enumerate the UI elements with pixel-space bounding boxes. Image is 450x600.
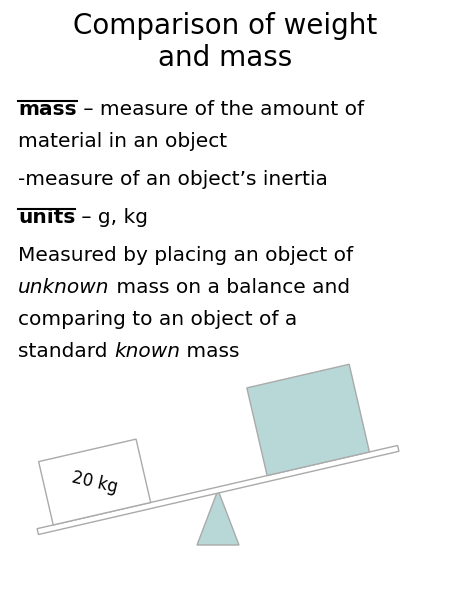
Polygon shape [247, 364, 369, 476]
Text: known: known [114, 342, 180, 361]
Text: units: units [18, 208, 76, 227]
Text: unknown: unknown [18, 278, 109, 297]
Text: mass on a balance and: mass on a balance and [109, 278, 350, 297]
Text: Measured by placing an object of: Measured by placing an object of [18, 246, 353, 265]
Text: mass: mass [18, 100, 76, 119]
Text: -measure of an object’s inertia: -measure of an object’s inertia [18, 170, 328, 189]
Polygon shape [39, 439, 151, 525]
Text: material in an object: material in an object [18, 132, 227, 151]
Text: comparing to an object of a: comparing to an object of a [18, 310, 297, 329]
Text: – measure of the amount of: – measure of the amount of [76, 100, 364, 119]
Text: 20 kg: 20 kg [70, 468, 119, 496]
Text: standard: standard [18, 342, 114, 361]
Text: – g, kg: – g, kg [76, 208, 148, 227]
Text: mass: mass [180, 342, 239, 361]
Polygon shape [37, 445, 399, 535]
Text: Comparison of weight
and mass: Comparison of weight and mass [73, 12, 377, 73]
Polygon shape [197, 490, 239, 545]
